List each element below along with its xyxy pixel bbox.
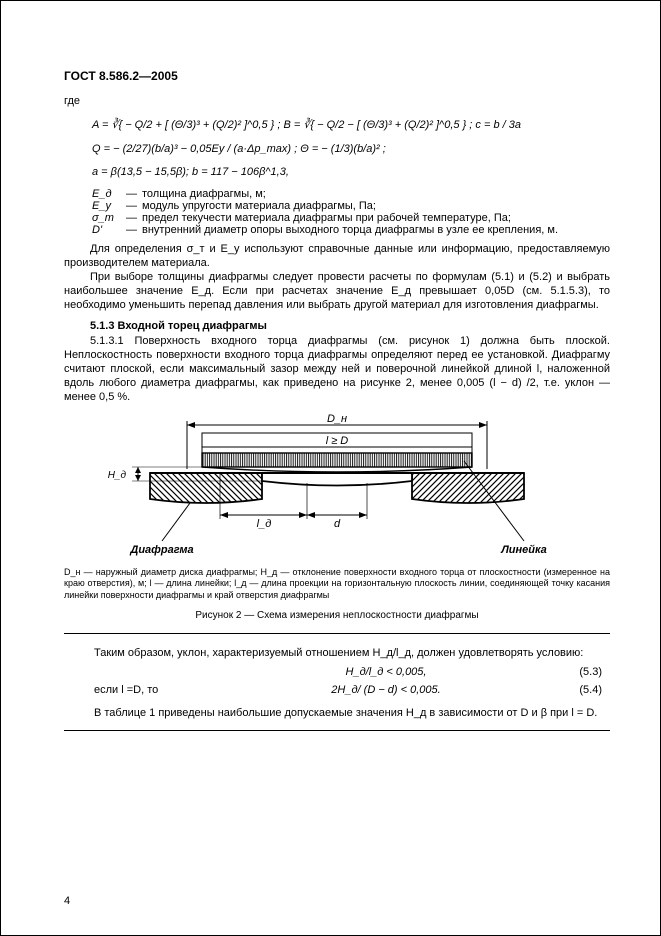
eq-5-4-pre: если l =D, то (72, 684, 214, 696)
label-hd: H_д (108, 470, 127, 481)
figure-2: D_н l ≥ D H_д (64, 411, 610, 563)
f1: A = ∛{ − Q/2 + [ (Θ/3)³ + (Q/2)² ]^0,5 }… (92, 119, 521, 131)
section-head: 5.1.3 Входной торец диафрагмы (90, 320, 610, 332)
box-intro: Таким образом, уклон, характеризуемый от… (72, 646, 602, 660)
eq-5-3-num: (5.3) (558, 666, 602, 678)
label-ld: l_д (257, 518, 272, 530)
figure-caption: Рисунок 2 — Схема измерения неплоскостно… (64, 610, 610, 621)
paragraph-1: Для определения σ_т и E_у используют спр… (64, 242, 610, 270)
label-d: d (334, 518, 341, 530)
def-sym-2: σ_т (92, 212, 126, 224)
formula-2: Q = − (2/27)(b/a)³ − 0,05Eу / (a·Δp_max)… (92, 141, 610, 159)
eq-5-4-num: (5.4) (558, 684, 602, 696)
doc-header: ГОСТ 8.586.2—2005 (64, 69, 610, 83)
boxed-section: Таким образом, уклон, характеризуемый от… (64, 633, 610, 731)
def-txt-0: толщина диафрагмы, м; (142, 188, 610, 200)
page-number: 4 (64, 895, 70, 907)
eq-5-3: H_д/l_д < 0,005, (214, 666, 558, 678)
formula-3: a = β(13,5 − 15,5β); b = 117 − 106β^1,3, (92, 164, 610, 182)
paragraph-3: 5.1.3.1 Поверхность входного торца диафр… (64, 334, 610, 404)
def-txt-3: внутренний диаметр опоры выходного торца… (142, 224, 610, 236)
paragraph-2: При выборе толщины диафрагмы следует про… (64, 270, 610, 312)
formula-1: A = ∛{ − Q/2 + [ (Θ/3)³ + (Q/2)² ]^0,5 }… (92, 117, 610, 135)
def-sym-1: E_у (92, 200, 126, 212)
label-diaphragm: Диафрагма (129, 544, 193, 556)
def-txt-1: модуль упругости материала диафрагмы, Па… (142, 200, 610, 212)
def-txt-2: предел текучести материала диафрагмы при… (142, 212, 610, 224)
definitions: E_д—толщина диафрагмы, м; E_у—модуль упр… (92, 188, 610, 236)
label-ruler: Линейка (500, 544, 547, 556)
where-label: где (64, 95, 610, 107)
def-sym-3: D' (92, 224, 126, 236)
f2: Q = − (2/27)(b/a)³ − 0,05Eу / (a·Δp_max)… (92, 143, 386, 155)
label-dn: D_н (327, 413, 347, 425)
eq-5-4: 2H_д/ (D − d) < 0,005. (214, 684, 558, 696)
figure-note: D_н — наружный диаметр диска диафрагмы; … (64, 567, 610, 602)
box-outro: В таблице 1 приведены наибольшие допуска… (72, 706, 602, 720)
label-lged: l ≥ D (326, 435, 349, 447)
def-sym-0: E_д (92, 188, 126, 200)
f3: a = β(13,5 − 15,5β); b = 117 − 106β^1,3, (92, 166, 289, 178)
